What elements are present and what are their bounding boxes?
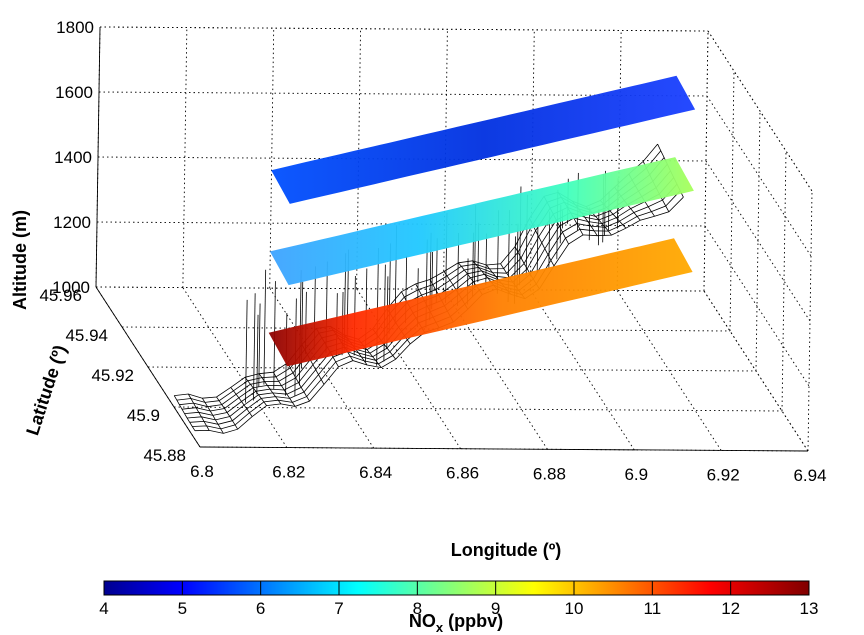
grid-lines xyxy=(95,26,813,452)
z-tick-label: 1800 xyxy=(56,18,94,37)
grid-line xyxy=(529,29,535,290)
colorbar-tick-label: 8 xyxy=(413,599,422,618)
grid-line xyxy=(729,70,735,332)
grid-line xyxy=(442,29,448,290)
colorbar-label-sub: x xyxy=(436,620,444,635)
grid-line xyxy=(269,287,375,449)
grid-line xyxy=(529,289,635,451)
curtain-line xyxy=(256,314,259,395)
y-axis-line xyxy=(95,286,201,448)
y-tick-label: 45.9 xyxy=(127,406,160,425)
x-tick-label: 6.84 xyxy=(359,463,392,482)
colorbar-tick-label: 7 xyxy=(334,599,343,618)
x-axis-ticks: 6.8 6.82 6.84 6.86 6.88 6.9 6.92 6.94 xyxy=(190,462,826,485)
curtain-line xyxy=(245,299,248,403)
colorbar-gradient xyxy=(103,580,810,596)
z-tick-label: 1200 xyxy=(53,213,91,232)
curtain-line xyxy=(536,224,539,272)
z-axis-ticks: 1000 1200 1400 1600 1800 xyxy=(52,18,94,297)
x-tick-label: 6.82 xyxy=(272,463,305,482)
curtain-line xyxy=(263,269,267,385)
y-tick-label: 45.88 xyxy=(143,446,186,465)
grid-line xyxy=(182,27,188,288)
grid-line xyxy=(616,30,622,291)
y-tick-label: 45.92 xyxy=(91,366,134,385)
z-tick-label: 1400 xyxy=(54,148,92,167)
x-tick-label: 6.88 xyxy=(533,464,566,483)
grid-line xyxy=(616,290,722,451)
curtain-line xyxy=(376,248,379,366)
y-tick-label: 45.96 xyxy=(39,286,82,305)
colorbar-tick-label: 6 xyxy=(256,599,265,618)
grid-line xyxy=(704,225,810,387)
curtain-line xyxy=(258,303,261,388)
x-tick-label: 6.86 xyxy=(446,464,479,483)
z-tick-label: 1000 xyxy=(52,278,90,297)
curtain-line xyxy=(597,209,600,246)
x-tick-label: 6.94 xyxy=(793,466,826,485)
curtain-line xyxy=(253,293,256,401)
z-axis-line xyxy=(95,26,101,288)
z-axis-label: Altitude (m) xyxy=(10,210,30,310)
grid-line xyxy=(703,30,709,292)
terrain-line xyxy=(201,397,224,434)
y-axis-ticks: 45.88 45.9 45.92 45.94 45.96 xyxy=(39,286,186,465)
y-tick-label: 45.94 xyxy=(65,326,108,345)
colorbar-tick-label: 13 xyxy=(800,599,819,618)
z-tick-label: 1600 xyxy=(55,83,93,102)
nox-layers xyxy=(268,75,696,367)
nox-layer xyxy=(271,75,696,204)
grid-line xyxy=(707,30,813,192)
x-axis-label: Longitude (º) xyxy=(451,540,562,560)
grid-line xyxy=(173,406,783,412)
grid-line xyxy=(781,150,787,412)
colorbar-tick-label: 9 xyxy=(491,599,500,618)
x-tick-label: 6.92 xyxy=(707,465,740,484)
colorbar-tick-label: 5 xyxy=(178,599,187,618)
curtain-line xyxy=(485,233,487,286)
colorbar-label-unit: (ppbv) xyxy=(443,611,503,631)
grid-line xyxy=(356,28,362,289)
nox-layer xyxy=(268,238,693,367)
grid-line xyxy=(705,160,811,322)
colorbar-tick-label: 12 xyxy=(721,599,740,618)
colorbar-label-main: NO xyxy=(409,611,436,631)
colorbar-tick-label: 11 xyxy=(644,599,662,618)
grid-line xyxy=(706,95,812,257)
grid-line xyxy=(755,110,761,372)
colorbar: 4 5 6 7 8 9 10 11 12 13 xyxy=(99,580,818,618)
grid-line xyxy=(807,190,813,452)
colorbar-tick-label: 4 xyxy=(99,599,108,618)
colorbar-tick-label: 10 xyxy=(565,599,584,618)
y-axis-label: Latitude (º) xyxy=(22,343,70,438)
grid-line xyxy=(269,28,275,289)
colorbar-ticks: 4 5 6 7 8 9 10 11 12 13 xyxy=(99,581,818,618)
x-axis-line xyxy=(199,446,809,452)
grid-line xyxy=(356,288,461,449)
colorbar-label: NOx (ppbv) xyxy=(409,611,503,635)
x-tick-label: 6.8 xyxy=(190,462,214,481)
grid-line xyxy=(99,26,709,32)
grid-line xyxy=(147,366,757,372)
nox-layer xyxy=(269,157,694,286)
x-tick-label: 6.9 xyxy=(624,465,648,484)
